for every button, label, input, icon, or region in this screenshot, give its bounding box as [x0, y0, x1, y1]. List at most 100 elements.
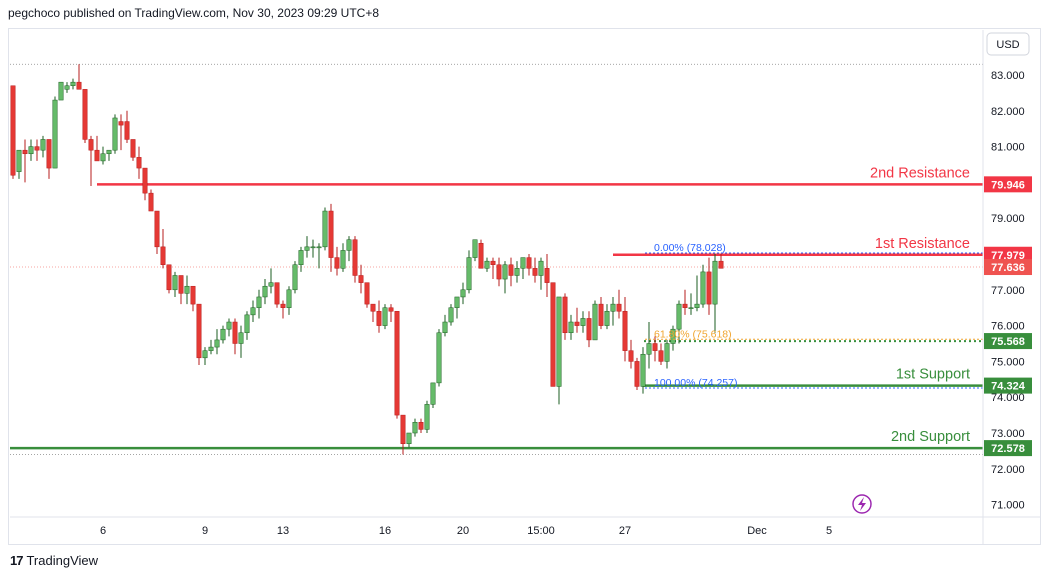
- tradingview-footer[interactable]: 17 TradingView: [10, 553, 98, 568]
- candle: [484, 257, 490, 272]
- candle-body: [322, 210, 328, 248]
- y-tick-label: 71.000: [991, 500, 1025, 512]
- candle: [478, 239, 484, 269]
- candle: [46, 139, 52, 179]
- candle: [106, 149, 112, 161]
- candle-body: [370, 303, 376, 312]
- x-tick-label: 16: [379, 525, 391, 537]
- candle: [124, 110, 130, 144]
- candle-body: [652, 343, 658, 351]
- candle: [694, 275, 700, 312]
- candle: [40, 135, 46, 158]
- candle-body: [16, 149, 22, 172]
- lightning-bolt-icon: [858, 497, 866, 511]
- y-tick-label: 75.000: [991, 356, 1025, 368]
- currency-button[interactable]: [986, 32, 1030, 56]
- candle: [88, 135, 94, 186]
- support-label: 2nd Support: [891, 429, 970, 445]
- candle-body: [364, 282, 370, 305]
- price-tag-support: [984, 440, 1032, 457]
- candle: [658, 343, 664, 365]
- candle-body: [718, 260, 724, 269]
- candle: [466, 250, 472, 294]
- candle-body: [490, 260, 496, 265]
- candle: [274, 282, 280, 308]
- candle-body: [334, 257, 340, 269]
- candle-body: [208, 346, 214, 351]
- candle-body: [196, 303, 202, 359]
- candle-body: [712, 260, 718, 305]
- candle: [490, 257, 496, 280]
- candle: [598, 296, 604, 330]
- candle-body: [472, 239, 478, 258]
- candle-body: [538, 260, 544, 276]
- candle: [184, 275, 190, 305]
- candle: [520, 257, 526, 280]
- candle-body: [628, 350, 634, 362]
- candle-body: [226, 321, 232, 330]
- x-tick-label: 6: [100, 525, 106, 537]
- candle: [706, 257, 712, 315]
- candle: [652, 336, 658, 362]
- candle-body: [256, 296, 262, 308]
- candle: [52, 96, 58, 169]
- candle: [310, 239, 316, 258]
- candle: [580, 311, 586, 333]
- candle: [568, 314, 574, 340]
- publisher-header: pegchoco published on TradingView.com, N…: [8, 6, 380, 20]
- candle-body: [76, 81, 82, 90]
- candle: [376, 300, 382, 333]
- candle-body: [544, 268, 550, 283]
- candle-body: [664, 343, 670, 362]
- candle: [406, 432, 412, 448]
- candle-body: [298, 250, 304, 265]
- candle-body: [184, 285, 190, 294]
- candle: [364, 282, 370, 308]
- candle: [58, 81, 64, 101]
- candle-body: [700, 271, 706, 305]
- candle: [232, 318, 238, 355]
- candle-body: [508, 264, 514, 276]
- candle-body: [646, 343, 652, 355]
- candle: [256, 289, 262, 319]
- support-label: 1st Support: [896, 367, 970, 383]
- candle-body: [352, 239, 358, 276]
- resistance-label: 2nd Resistance: [870, 165, 970, 181]
- y-tick-label: 72.000: [991, 464, 1025, 476]
- candle: [526, 254, 532, 276]
- candle-body: [238, 332, 244, 344]
- candle-body: [556, 296, 562, 387]
- candle-body: [94, 149, 100, 162]
- candle: [100, 146, 106, 165]
- candle: [388, 304, 394, 323]
- candle-body: [442, 321, 448, 334]
- tradingview-logo-icon: 17: [10, 553, 24, 568]
- y-tick-label: 82.000: [991, 106, 1025, 118]
- candle-body: [478, 243, 484, 269]
- candle: [562, 293, 568, 340]
- candle-body: [190, 285, 196, 305]
- y-tick-label: 81.000: [991, 142, 1025, 154]
- candle-body: [484, 260, 490, 269]
- fib-label: 100.00% (74.257): [654, 377, 737, 389]
- candle-body: [586, 318, 592, 341]
- candle: [688, 293, 694, 315]
- candle: [472, 239, 478, 262]
- candle-body: [244, 314, 250, 334]
- y-tick-label: 79.000: [991, 213, 1025, 225]
- candle: [586, 311, 592, 348]
- candle: [16, 149, 22, 179]
- price-tag-label: 72.578: [991, 443, 1025, 455]
- candle: [262, 279, 268, 305]
- candle-body: [376, 311, 382, 326]
- candle-body: [394, 311, 400, 416]
- candle: [28, 139, 34, 161]
- candle-body: [46, 139, 52, 169]
- candle-body: [34, 146, 40, 151]
- candle-body: [358, 275, 364, 283]
- candle-body: [460, 289, 466, 298]
- candle: [178, 275, 184, 305]
- price-tag-last: [984, 259, 1032, 276]
- candle: [148, 189, 154, 212]
